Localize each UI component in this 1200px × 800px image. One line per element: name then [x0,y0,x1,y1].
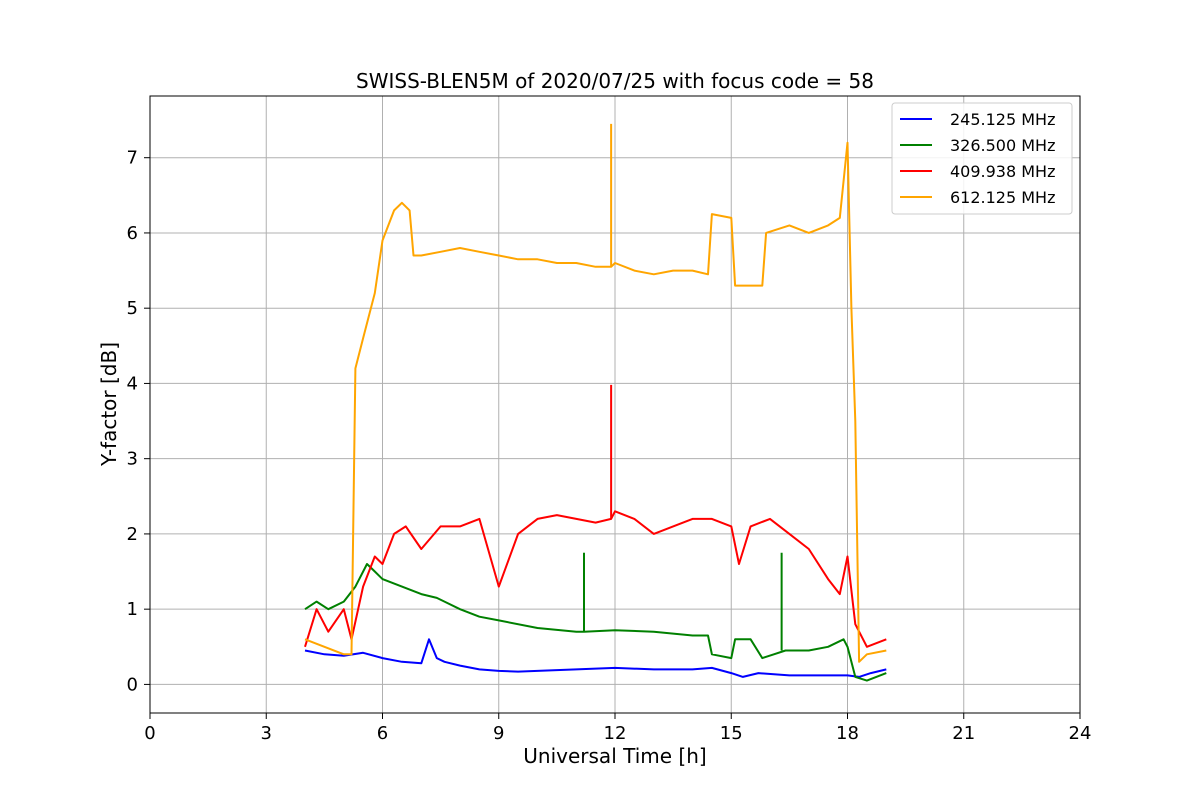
series-line-2 [304,510,887,648]
x-tick-label: 3 [261,723,272,744]
legend-label: 612.125 MHz [950,188,1055,207]
series-line-0 [304,638,887,678]
x-tick-label: 12 [604,723,627,744]
x-tick-label: 21 [952,723,975,744]
y-tick-label: 6 [127,223,138,244]
x-tick-label: 18 [836,723,859,744]
y-tick-label: 4 [127,373,138,394]
x-tick-label: 9 [493,723,504,744]
x-tick-label: 0 [144,723,155,744]
legend: 245.125 MHz 326.500 MHz 409.938 MHz 612.125… [891,102,1073,215]
legend-label: 245.125 MHz [950,110,1055,129]
series-line-3 [304,141,887,663]
y-tick-label: 3 [127,449,138,470]
legend-label: 409.938 MHz [950,162,1055,181]
series-line-1 [304,563,887,682]
x-tick-label: 15 [720,723,743,744]
x-tick-label: 24 [1069,723,1092,744]
y-tick-label: 2 [127,524,138,545]
chart-title: SWISS-BLEN5M of 2020/07/25 with focus co… [356,69,874,93]
y-axis-title: Y-factor [dB] [97,342,121,467]
x-axis-title: Universal Time [h] [523,744,706,768]
legend-label: 326.500 MHz [950,136,1055,155]
y-tick-label: 0 [127,674,138,695]
y-tick-label: 7 [127,148,138,169]
x-tick-label: 6 [377,723,388,744]
series-layer [304,123,887,682]
y-tick-label: 1 [127,599,138,620]
legend-box [891,102,1073,215]
y-tick-label: 5 [127,298,138,319]
